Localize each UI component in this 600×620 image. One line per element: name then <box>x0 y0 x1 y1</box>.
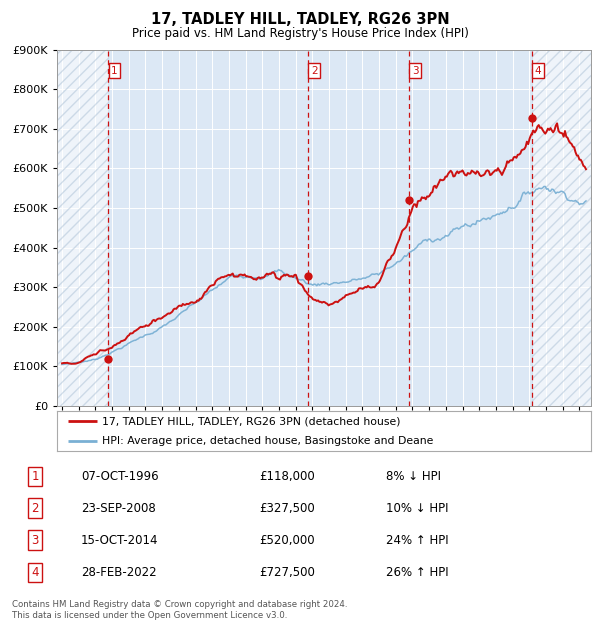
Text: £327,500: £327,500 <box>260 502 316 515</box>
Text: 24% ↑ HPI: 24% ↑ HPI <box>386 534 449 547</box>
Text: 4: 4 <box>31 566 39 579</box>
Text: 28-FEB-2022: 28-FEB-2022 <box>81 566 157 579</box>
Text: 8% ↓ HPI: 8% ↓ HPI <box>386 470 442 483</box>
Text: 1: 1 <box>31 470 39 483</box>
Text: HPI: Average price, detached house, Basingstoke and Deane: HPI: Average price, detached house, Basi… <box>103 436 434 446</box>
Text: 3: 3 <box>412 66 419 76</box>
Text: £727,500: £727,500 <box>260 566 316 579</box>
Bar <box>532 50 591 406</box>
Text: 17, TADLEY HILL, TADLEY, RG26 3PN: 17, TADLEY HILL, TADLEY, RG26 3PN <box>151 12 449 27</box>
Text: £118,000: £118,000 <box>260 470 316 483</box>
Text: 15-OCT-2014: 15-OCT-2014 <box>81 534 158 547</box>
Text: 17, TADLEY HILL, TADLEY, RG26 3PN (detached house): 17, TADLEY HILL, TADLEY, RG26 3PN (detac… <box>103 417 401 427</box>
Bar <box>57 50 108 406</box>
Text: 2: 2 <box>311 66 317 76</box>
Text: 10% ↓ HPI: 10% ↓ HPI <box>386 502 449 515</box>
Text: 26% ↑ HPI: 26% ↑ HPI <box>386 566 449 579</box>
Text: 4: 4 <box>535 66 542 76</box>
Text: 23-SEP-2008: 23-SEP-2008 <box>81 502 156 515</box>
Text: £520,000: £520,000 <box>260 534 316 547</box>
Text: 3: 3 <box>31 534 39 547</box>
Text: 1: 1 <box>111 66 118 76</box>
Text: Contains HM Land Registry data © Crown copyright and database right 2024.
This d: Contains HM Land Registry data © Crown c… <box>12 600 347 619</box>
Text: 07-OCT-1996: 07-OCT-1996 <box>81 470 159 483</box>
Text: Price paid vs. HM Land Registry's House Price Index (HPI): Price paid vs. HM Land Registry's House … <box>131 27 469 40</box>
Text: 2: 2 <box>31 502 39 515</box>
